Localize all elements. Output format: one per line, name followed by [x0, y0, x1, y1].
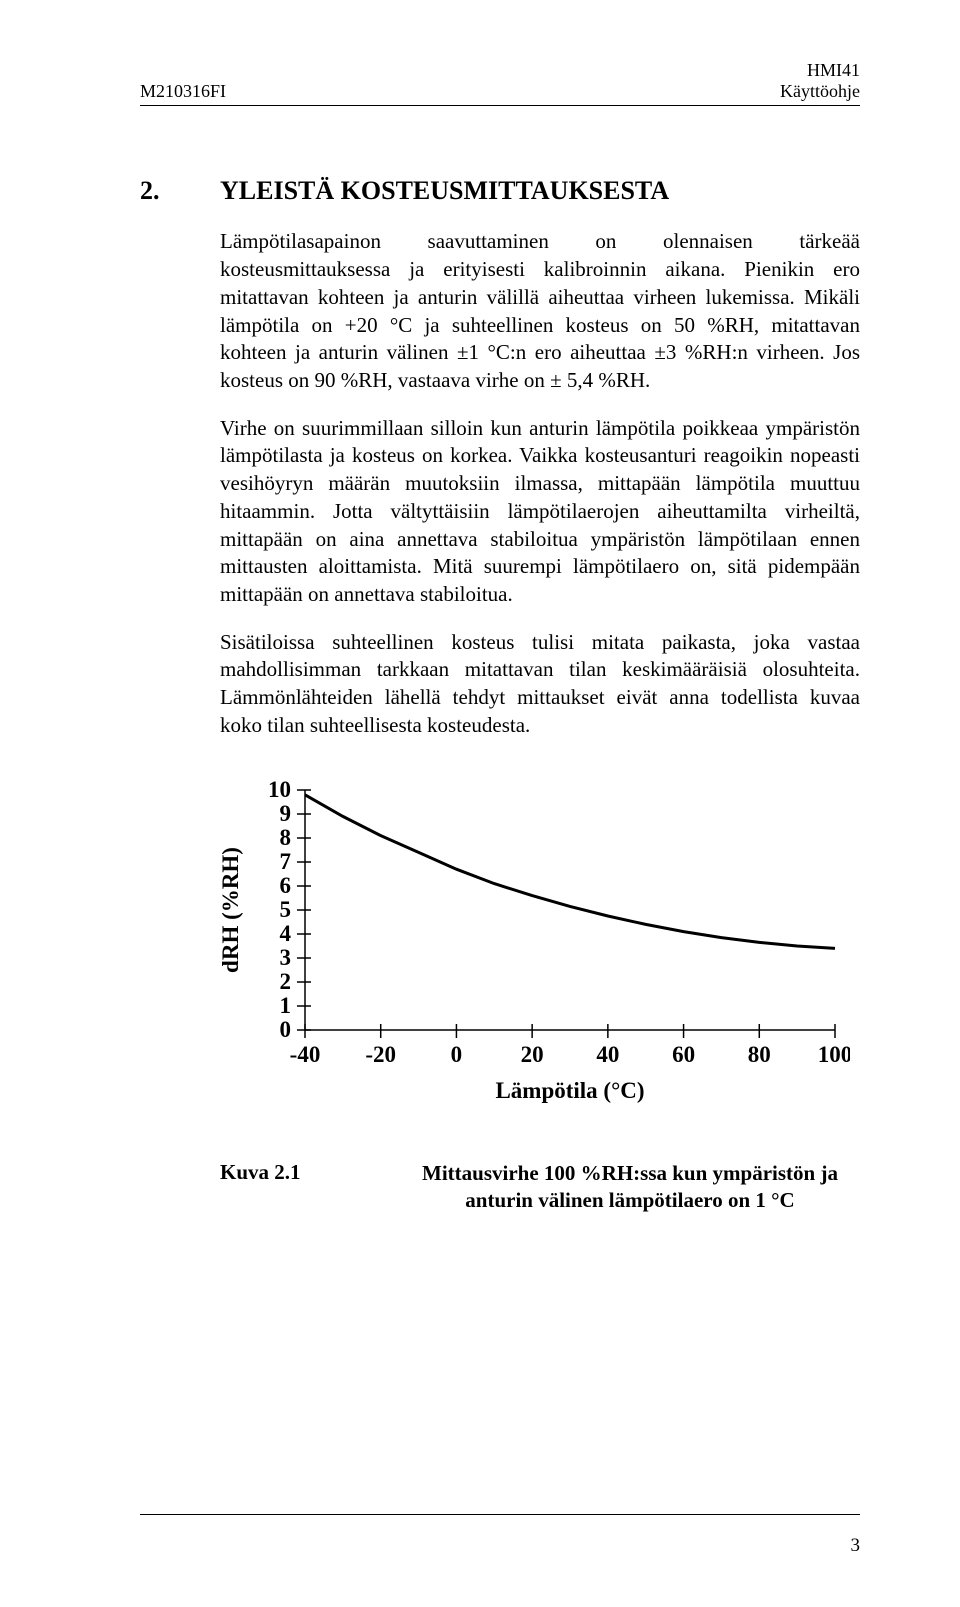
svg-text:60: 60: [672, 1042, 695, 1067]
header-right-line1: HMI41: [780, 60, 860, 81]
svg-text:-40: -40: [290, 1042, 321, 1067]
svg-text:3: 3: [280, 945, 292, 970]
section-number: 2.: [140, 176, 220, 206]
svg-text:dRH (%RH): dRH (%RH): [220, 847, 243, 973]
svg-text:9: 9: [280, 801, 292, 826]
header-right: HMI41 Käyttöohje: [780, 60, 860, 101]
svg-text:5: 5: [280, 897, 292, 922]
page-footer: 3: [140, 1514, 860, 1557]
header-right-line2: Käyttöohje: [780, 81, 860, 102]
section-title: YLEISTÄ KOSTEUSMITTAUKSESTA: [220, 176, 669, 206]
page-header: M210316FI HMI41 Käyttöohje: [140, 60, 860, 101]
svg-text:0: 0: [451, 1042, 463, 1067]
footer-divider: [140, 1514, 860, 1515]
caption-text: Mittausvirhe 100 %RH:ssa kun ympäristön …: [400, 1160, 860, 1215]
caption-label: Kuva 2.1: [220, 1160, 400, 1215]
section-heading: 2. YLEISTÄ KOSTEUSMITTAUKSESTA: [140, 176, 860, 206]
svg-text:4: 4: [280, 921, 292, 946]
svg-text:0: 0: [280, 1017, 292, 1042]
body-text: Lämpötilasapainon saavuttaminen on olenn…: [220, 228, 860, 739]
svg-text:10: 10: [268, 777, 291, 802]
header-divider: [140, 105, 860, 106]
svg-text:1: 1: [280, 993, 292, 1018]
drh-chart: 012345678910-40-20020406080100dRH (%RH)L…: [220, 775, 850, 1115]
svg-text:2: 2: [280, 969, 292, 994]
svg-text:-20: -20: [365, 1042, 396, 1067]
page-number: 3: [140, 1535, 860, 1557]
figure-caption: Kuva 2.1 Mittausvirhe 100 %RH:ssa kun ym…: [220, 1160, 860, 1215]
chart-container: 012345678910-40-20020406080100dRH (%RH)L…: [220, 775, 860, 1115]
header-left: M210316FI: [140, 81, 226, 102]
svg-text:80: 80: [748, 1042, 771, 1067]
svg-text:100: 100: [818, 1042, 850, 1067]
svg-text:40: 40: [596, 1042, 619, 1067]
paragraph-3: Sisätiloissa suhteellinen kosteus tulisi…: [220, 629, 860, 740]
svg-text:8: 8: [280, 825, 292, 850]
svg-text:Lämpötila (°C): Lämpötila (°C): [495, 1078, 644, 1103]
paragraph-1: Lämpötilasapainon saavuttaminen on olenn…: [220, 228, 860, 394]
paragraph-2: Virhe on suurimmillaan silloin kun antur…: [220, 415, 860, 609]
svg-text:7: 7: [280, 849, 292, 874]
svg-text:20: 20: [521, 1042, 544, 1067]
svg-text:6: 6: [280, 873, 292, 898]
